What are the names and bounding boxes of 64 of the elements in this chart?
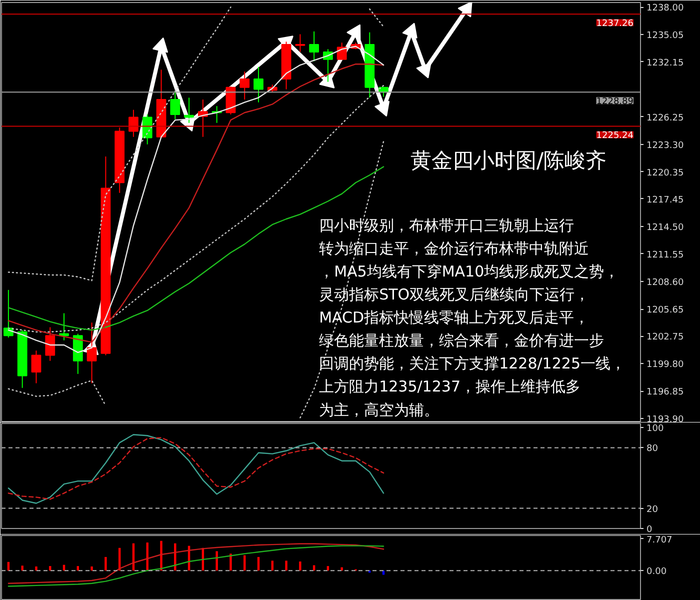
- point: [402, 22, 418, 39]
- bar: [146, 542, 148, 571]
- annotation: 上方阻力1235/1237，操作上维持低多: [319, 378, 580, 396]
- y-tick-label: 0.00: [646, 567, 667, 578]
- candlestick: [31, 350, 42, 384]
- line-series: [8, 6, 232, 282]
- point: [416, 62, 432, 78]
- bar: [174, 543, 176, 571]
- y-tick-label: 1235.05: [646, 31, 684, 42]
- candlestick: [254, 66, 264, 103]
- candlestick: [295, 34, 306, 52]
- y-tick-label: 20: [646, 504, 658, 515]
- bar: [285, 560, 288, 571]
- annotation: MACD指标快慢线零轴上方死叉后走平，: [319, 308, 590, 327]
- candlestick: [45, 326, 56, 362]
- point: [374, 100, 390, 117]
- y-tick-label: 1208.60: [646, 278, 684, 288]
- y-tick-label: 1202.75: [646, 332, 684, 343]
- bar: [104, 556, 107, 571]
- candlestick: [184, 97, 194, 124]
- y-tick-label: 7.707: [646, 535, 672, 546]
- candlestick: [170, 90, 180, 120]
- annotation: 四小时级别，布林带开口三轨朝上运行: [319, 216, 574, 234]
- bar: [230, 554, 232, 571]
- y-tick-label: 0: [646, 525, 652, 535]
- line-series: [8, 380, 106, 406]
- annotation: 为主，高空为辅。: [319, 400, 440, 419]
- annotation: 回调的势能，关注下方支撑1228/1225一线，: [319, 354, 626, 373]
- point: [346, 24, 361, 40]
- candlestick: [309, 30, 319, 62]
- y-tick-label: 80: [646, 444, 658, 454]
- y-tick-label: 1226.25: [646, 113, 684, 124]
- y-tick-label: 1220.35: [646, 168, 684, 178]
- text: 黄金四小时图/陈峻齐: [410, 148, 607, 172]
- y-tick-label: 1211.55: [646, 250, 684, 260]
- y-tick-label: 1196.85: [646, 388, 684, 398]
- annotation: ，MA5均线有下穿MA10均线形成死叉之势，: [319, 262, 620, 280]
- bar: [340, 567, 343, 571]
- y-tick-label: 1193.90: [646, 415, 684, 426]
- candlestick: [128, 109, 138, 138]
- bar: [35, 566, 38, 571]
- y-tick-label: 1205.65: [646, 306, 684, 316]
- y-tick-label: 1214.50: [646, 222, 684, 233]
- candlestick: [240, 71, 250, 100]
- bar: [299, 562, 302, 571]
- y-tick-label: 1217.45: [646, 195, 684, 206]
- bar: [216, 551, 218, 571]
- bar: [271, 560, 274, 571]
- candlestick: [86, 322, 97, 384]
- point: [458, 2, 472, 18]
- y-tick-label: 1238.00: [646, 4, 684, 14]
- y-tick-label: 1223.30: [646, 140, 684, 151]
- bar: [160, 540, 162, 571]
- y-tick-label: 1232.15: [646, 58, 684, 68]
- annotation: 灵动指标STO双线死叉后继续向下运行，: [319, 286, 590, 304]
- bar: [21, 566, 24, 571]
- y-tick-label: 100: [646, 424, 664, 434]
- y-tick-label: 1199.80: [646, 360, 684, 370]
- candlestick: [142, 114, 152, 145]
- annotation: 绿色能量柱放量，综合来看，金价有进一步: [319, 332, 604, 350]
- bar: [312, 565, 316, 571]
- ref-line-label: 1225.24: [596, 131, 634, 142]
- bar: [90, 566, 93, 571]
- annotation: 转为缩口走平，金价运行布林带中轨附近: [319, 239, 590, 258]
